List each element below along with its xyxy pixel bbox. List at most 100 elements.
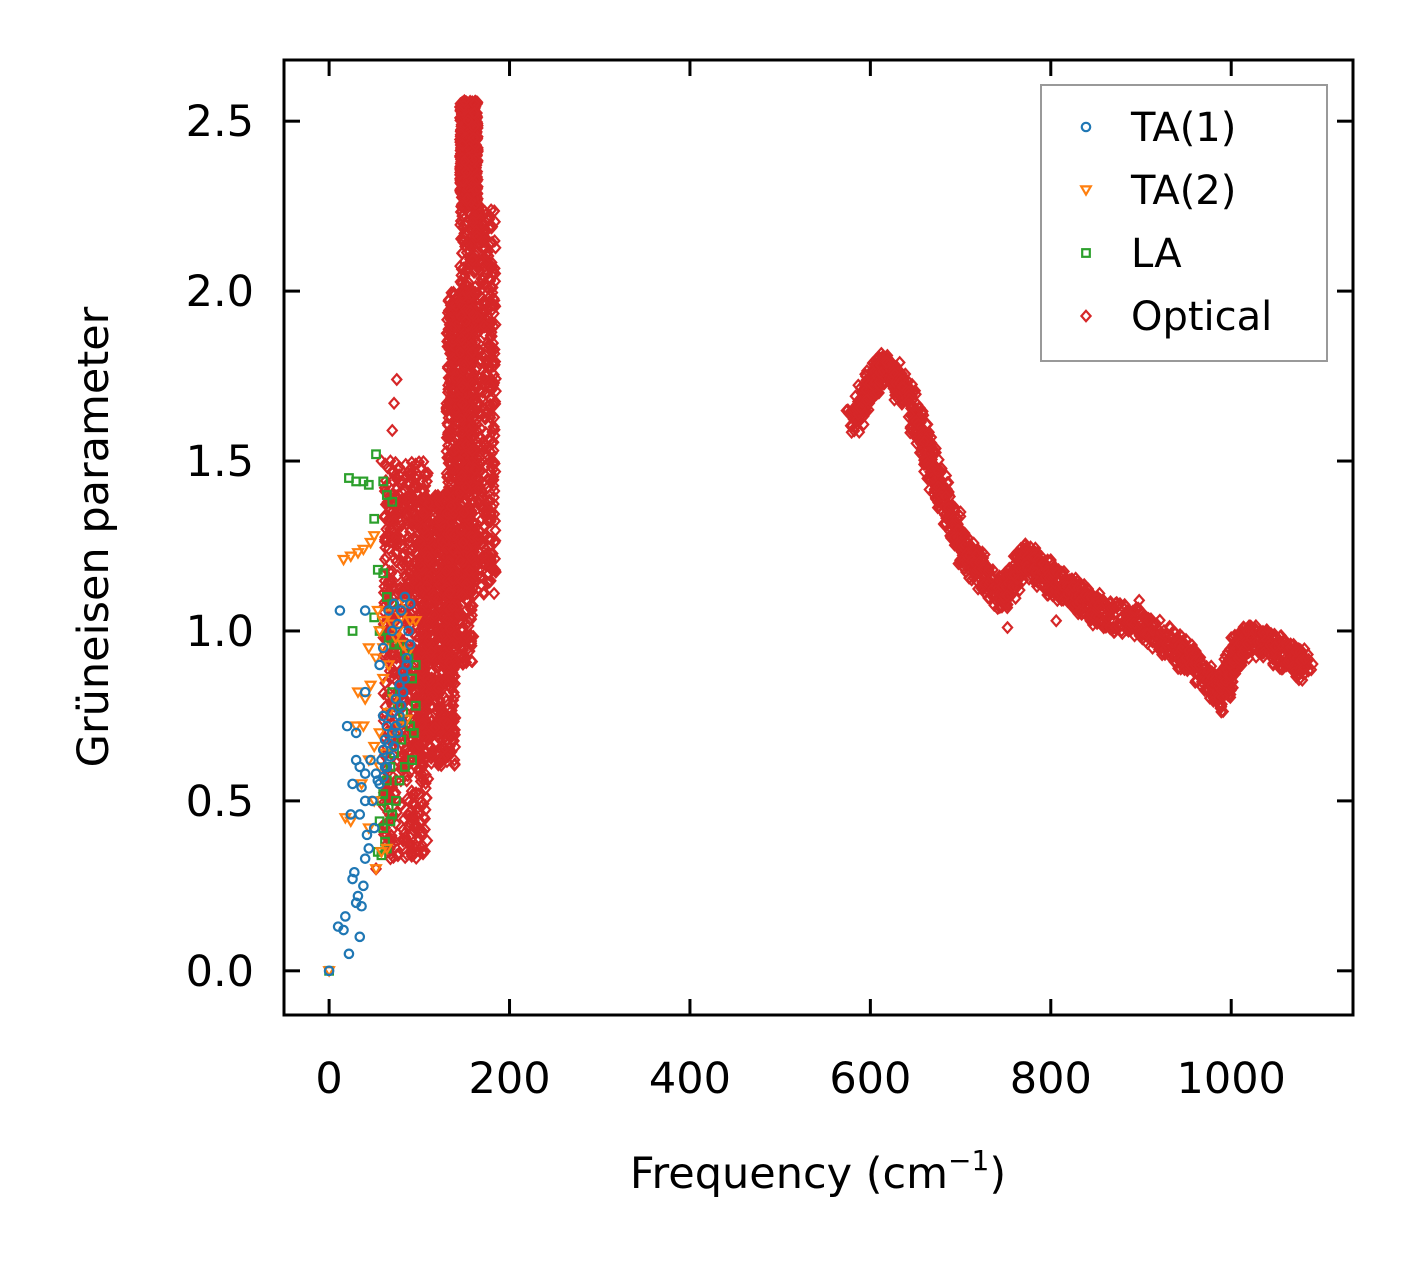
optical-point	[467, 308, 480, 322]
optical-point	[455, 412, 468, 427]
optical-point	[448, 653, 461, 668]
optical-point	[414, 680, 427, 694]
optical-point	[456, 555, 470, 569]
optical-point	[408, 686, 421, 701]
optical-point	[471, 179, 484, 194]
optical-point	[483, 575, 496, 589]
optical-point	[488, 456, 501, 471]
optical-point	[405, 784, 418, 798]
optical-point	[440, 400, 453, 415]
optical-point	[456, 290, 469, 305]
optical-point	[477, 587, 490, 601]
optical-point	[444, 527, 457, 542]
optical-point	[465, 525, 478, 540]
optical-point	[423, 673, 436, 688]
optical-point	[382, 513, 395, 528]
optical-point	[440, 573, 454, 588]
optical-point	[1054, 567, 1067, 582]
optical-point	[456, 396, 469, 411]
optical-point	[477, 319, 491, 333]
optical-point	[472, 481, 485, 496]
optical-point	[471, 310, 484, 324]
optical-point	[464, 194, 478, 209]
optical-point	[413, 630, 426, 645]
optical-point	[488, 261, 501, 276]
optical-point	[415, 717, 429, 731]
optical-point	[482, 249, 495, 263]
optical-point	[445, 499, 458, 514]
optical-point	[487, 419, 500, 434]
optical-point	[415, 755, 428, 769]
optical-point	[422, 695, 435, 709]
optical-point	[382, 573, 396, 588]
optical-point	[949, 526, 962, 540]
optical-point	[473, 206, 486, 220]
optical-point	[414, 534, 427, 549]
optical-point	[408, 705, 421, 720]
optical-point	[447, 490, 460, 504]
optical-point	[1049, 561, 1062, 575]
optical-point	[414, 675, 427, 690]
optical-point	[441, 638, 454, 652]
optical-point	[464, 634, 477, 649]
optical-point	[477, 371, 490, 386]
optical-point	[387, 850, 400, 865]
optical-point	[407, 797, 420, 812]
optical-point	[484, 512, 498, 527]
optical-point	[454, 440, 467, 454]
optical-point	[487, 443, 500, 458]
optical-point	[441, 648, 455, 663]
optical-point	[473, 545, 486, 559]
optical-point	[399, 850, 412, 865]
optical-point	[1086, 617, 1099, 632]
optical-point	[433, 513, 446, 528]
optical-point	[489, 266, 502, 281]
optical-point	[443, 621, 456, 636]
optical-point	[448, 753, 461, 767]
optical-point	[445, 362, 458, 377]
optical-point	[471, 569, 484, 583]
optical-point	[433, 731, 446, 746]
optical-point	[409, 786, 423, 800]
optical-point	[436, 650, 450, 665]
optical-point	[405, 467, 418, 482]
optical-point	[470, 471, 483, 486]
optical-point	[474, 212, 487, 227]
optical-point	[476, 385, 489, 399]
optical-point	[456, 589, 469, 604]
optical-point	[432, 591, 445, 606]
optical-point	[462, 501, 475, 516]
optical-point	[441, 716, 454, 731]
optical-point	[428, 720, 442, 735]
optical-point	[853, 425, 866, 439]
optical-point	[489, 397, 502, 411]
optical-point	[475, 422, 488, 436]
data-points	[322, 93, 1319, 978]
optical-point	[487, 342, 500, 357]
optical-point	[457, 650, 471, 664]
optical-point	[421, 833, 434, 848]
optical-point	[451, 627, 465, 642]
optical-point	[481, 245, 494, 260]
optical-point	[379, 583, 393, 598]
optical-point	[481, 360, 494, 375]
optical-point	[455, 275, 468, 290]
optical-point	[466, 418, 479, 432]
optical-point	[445, 321, 458, 336]
optical-point	[465, 249, 478, 264]
optical-point	[456, 232, 469, 247]
optical-point	[405, 518, 419, 532]
optical-point	[441, 470, 454, 484]
optical-point	[416, 846, 430, 861]
optical-point	[401, 807, 414, 822]
optical-point	[489, 299, 502, 314]
optical-point	[470, 224, 483, 239]
optical-point	[379, 530, 392, 545]
optical-point	[401, 491, 414, 506]
optical-point	[488, 410, 501, 425]
optical-point	[473, 371, 486, 386]
optical-point	[935, 489, 948, 504]
optical-point	[422, 496, 435, 511]
optical-point	[432, 699, 445, 714]
optical-point	[978, 547, 991, 562]
